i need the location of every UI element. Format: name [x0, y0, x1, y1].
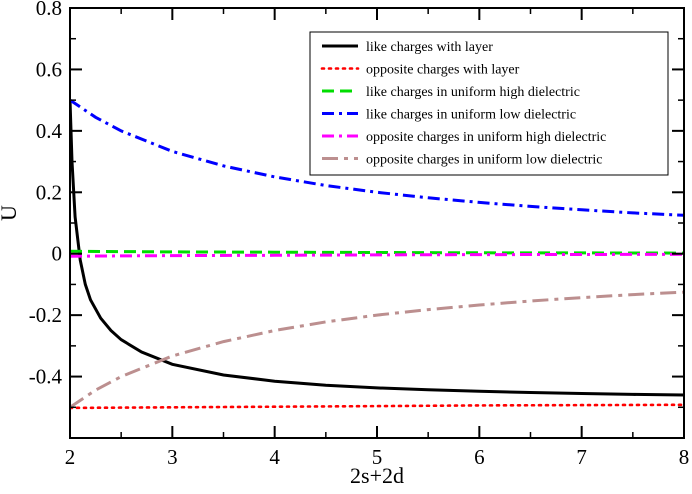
- y-tick-label: 0.8: [36, 0, 62, 20]
- legend: like charges with layer opposite charges …: [309, 31, 669, 176]
- legend-label-1: like charges with layer: [366, 40, 493, 55]
- series-layer: [70, 98, 684, 410]
- x-tick-label: 5: [372, 445, 383, 469]
- x-tick-label: 4: [269, 445, 280, 469]
- series-line-1: [70, 100, 684, 397]
- y-tick-label: 0.2: [36, 180, 62, 204]
- tick-labels-layer: 2 3 4 5 6 7 8 0.8 0.6 0.4 0.2 0 -0.2 -0.4: [29, 0, 690, 469]
- series-line-6: [70, 290, 684, 409]
- series-line-3: [70, 249, 684, 255]
- series-line-4: [70, 98, 684, 217]
- legend-label-2: opposite charges with layer: [366, 63, 520, 78]
- x-tick-label: 3: [167, 445, 178, 469]
- y-axis-label: U: [0, 205, 21, 221]
- x-tick-label: 8: [679, 445, 690, 469]
- y-tick-label: 0: [52, 242, 63, 266]
- ticks-layer: [69, 7, 685, 438]
- y-tick-label: 0.6: [36, 57, 62, 81]
- legend-box: [309, 31, 669, 176]
- legend-label-4: like charges in uniform low dielectric: [366, 108, 576, 123]
- series-line-2: [70, 403, 684, 410]
- y-tick-label: -0.4: [29, 365, 63, 389]
- legend-label-3: like charges in uniform high dielectric: [366, 85, 580, 100]
- series-line-5: [70, 252, 684, 258]
- x-tick-label: 6: [474, 445, 485, 469]
- x-axis-label: 2s+2d: [350, 463, 404, 488]
- y-tick-label: -0.2: [29, 303, 62, 327]
- x-tick-label: 2: [65, 445, 76, 469]
- y-tick-label: 0.4: [36, 119, 63, 143]
- legend-label-6: opposite charges in uniform low dielectr…: [366, 153, 603, 168]
- legend-label-5: opposite charges in uniform high dielect…: [366, 130, 606, 145]
- x-tick-label: 7: [576, 445, 587, 469]
